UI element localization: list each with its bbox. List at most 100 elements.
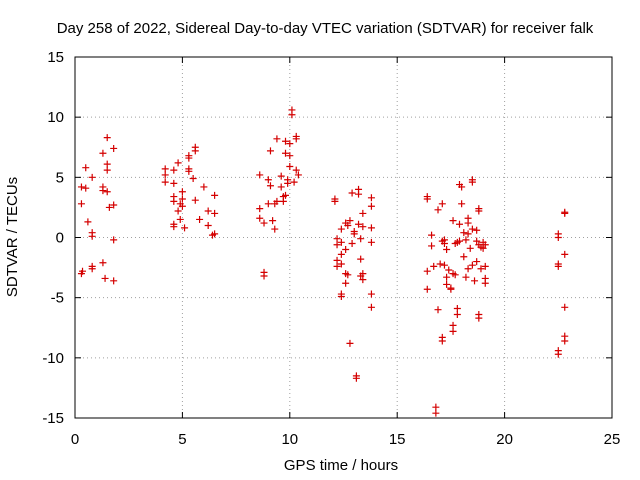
data-point-marker [342, 279, 350, 287]
data-point-marker [333, 262, 341, 270]
data-point-marker [337, 250, 345, 258]
data-point-marker [554, 350, 562, 358]
data-point-marker [344, 271, 352, 279]
data-point-marker [434, 306, 442, 314]
data-point-marker [438, 337, 446, 345]
tick-labels: 0 5 10 15 20 25 -15 -10 -5 0 5 10 15 [42, 49, 620, 448]
data-point-marker [359, 209, 367, 217]
data-point-marker [460, 253, 468, 261]
data-point-marker [428, 242, 436, 250]
data-point-marker [352, 374, 360, 382]
data-point-marker [77, 270, 85, 278]
data-point-marker [282, 191, 290, 199]
data-point-marker [99, 149, 107, 157]
data-point-marker [367, 202, 375, 210]
data-point-marker [279, 197, 287, 205]
data-point-marker [189, 175, 197, 183]
data-point-marker [434, 206, 442, 214]
data-point-marker [344, 221, 352, 229]
data-point-marker [468, 261, 476, 269]
data-point-marker [464, 219, 472, 227]
data-point-marker [475, 207, 483, 215]
data-point-marker [292, 166, 300, 174]
data-point-marker [348, 240, 356, 248]
data-point-marker [88, 265, 96, 273]
data-point-marker [266, 182, 274, 190]
data-point-marker [432, 403, 440, 411]
data-point-marker [174, 207, 182, 215]
data-point-marker [458, 200, 466, 208]
data-point-marker [462, 273, 470, 281]
data-point-marker [477, 265, 485, 273]
data-point-marker [367, 303, 375, 311]
data-point-marker [451, 271, 459, 279]
data-point-marker [337, 238, 345, 246]
data-point-marker [359, 270, 367, 278]
data-point-marker [191, 196, 199, 204]
data-point-marker [286, 140, 294, 148]
data-point-marker [103, 160, 111, 168]
data-point-marker [77, 200, 85, 208]
data-point-marker [178, 188, 186, 196]
data-point-marker [468, 225, 476, 233]
data-point-marker [286, 163, 294, 171]
data-point-marker [423, 267, 431, 275]
data-point-marker [466, 244, 474, 252]
data-point-marker [260, 219, 268, 227]
data-point-marker [455, 220, 463, 228]
data-point-marker [333, 235, 341, 243]
data-point-marker [481, 279, 489, 287]
data-point-marker [286, 152, 294, 160]
data-point-marker [103, 188, 111, 196]
data-point-marker [337, 260, 345, 268]
data-point-marker [170, 223, 178, 231]
data-point-marker [423, 195, 431, 203]
data-point-marker [458, 183, 466, 191]
data-point-marker [367, 290, 375, 298]
data-point-marker [284, 179, 292, 187]
data-point-marker [350, 230, 358, 238]
data-point-marker [337, 292, 345, 300]
data-point-marker [346, 217, 354, 225]
data-point-marker [359, 276, 367, 284]
data-point-marker [176, 215, 184, 223]
data-point-marker [443, 246, 451, 254]
data-point-marker [462, 236, 470, 244]
data-point-marker [561, 337, 569, 345]
data-point-marker [101, 274, 109, 282]
data-point-marker [473, 258, 481, 266]
data-point-marker [88, 173, 96, 181]
data-point-marker [464, 265, 472, 273]
data-point-marker [77, 183, 85, 191]
data-point-marker [471, 277, 479, 285]
data-point-marker [443, 280, 451, 288]
data-point-marker [475, 314, 483, 322]
data-point-marker [288, 111, 296, 119]
data-point-marker [200, 183, 208, 191]
data-point-marker [266, 147, 274, 155]
data-point-marker [211, 191, 219, 199]
x-tick-label: 0 [71, 431, 79, 448]
data-point-marker [468, 176, 476, 184]
data-point-marker [88, 232, 96, 240]
data-point-marker [161, 171, 169, 179]
data-point-marker [453, 304, 461, 312]
data-point-marker [211, 209, 219, 217]
data-point-marker [256, 205, 264, 213]
data-point-marker [367, 238, 375, 246]
data-point-marker [367, 224, 375, 232]
data-point-marker [473, 237, 481, 245]
data-point-marker [438, 200, 446, 208]
data-point-marker [449, 321, 457, 329]
data-point-marker [432, 409, 440, 417]
data-point-marker [110, 277, 118, 285]
x-tick-label: 5 [178, 431, 186, 448]
data-point-marker [204, 207, 212, 215]
data-point-marker [282, 149, 290, 157]
data-point-marker [481, 262, 489, 270]
y-tick-label: -15 [42, 410, 64, 427]
data-point-marker [82, 184, 90, 192]
data-point-marker [282, 137, 290, 145]
data-point-marker [464, 230, 472, 238]
data-point-marker [181, 224, 189, 232]
